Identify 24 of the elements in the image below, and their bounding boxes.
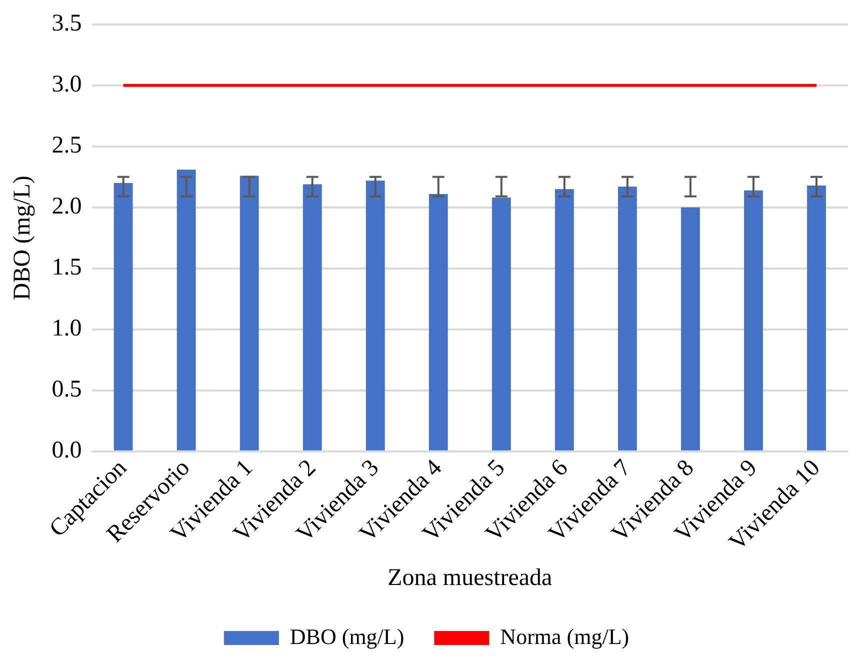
bar [744,190,763,450]
y-tick-label: 0.0 [52,438,82,464]
bar [428,194,448,450]
y-tick-label: 0.5 [52,376,82,403]
bar [554,189,574,450]
legend-label: Norma (mg/L) [500,624,630,649]
legend-label: DBO (mg/L) [290,624,404,649]
bar [807,185,826,450]
y-tick-label: 1.5 [52,254,82,281]
y-tick-label: 2.5 [52,132,82,159]
bar [681,207,700,450]
bar [176,170,196,450]
bar [618,186,637,450]
bar [114,183,133,450]
y-tick-label: 3.0 [52,72,82,98]
bar [302,184,322,450]
bar [492,198,511,450]
y-axis-title: DBO (mg/L) [10,176,36,300]
x-axis-title: Zona muestreada [388,564,553,591]
y-tick-label: 3.5 [52,10,82,37]
y-tick-label: 1.0 [52,316,82,342]
bar [240,176,259,450]
bar [366,180,385,450]
y-tick-label: 2.0 [52,194,82,220]
